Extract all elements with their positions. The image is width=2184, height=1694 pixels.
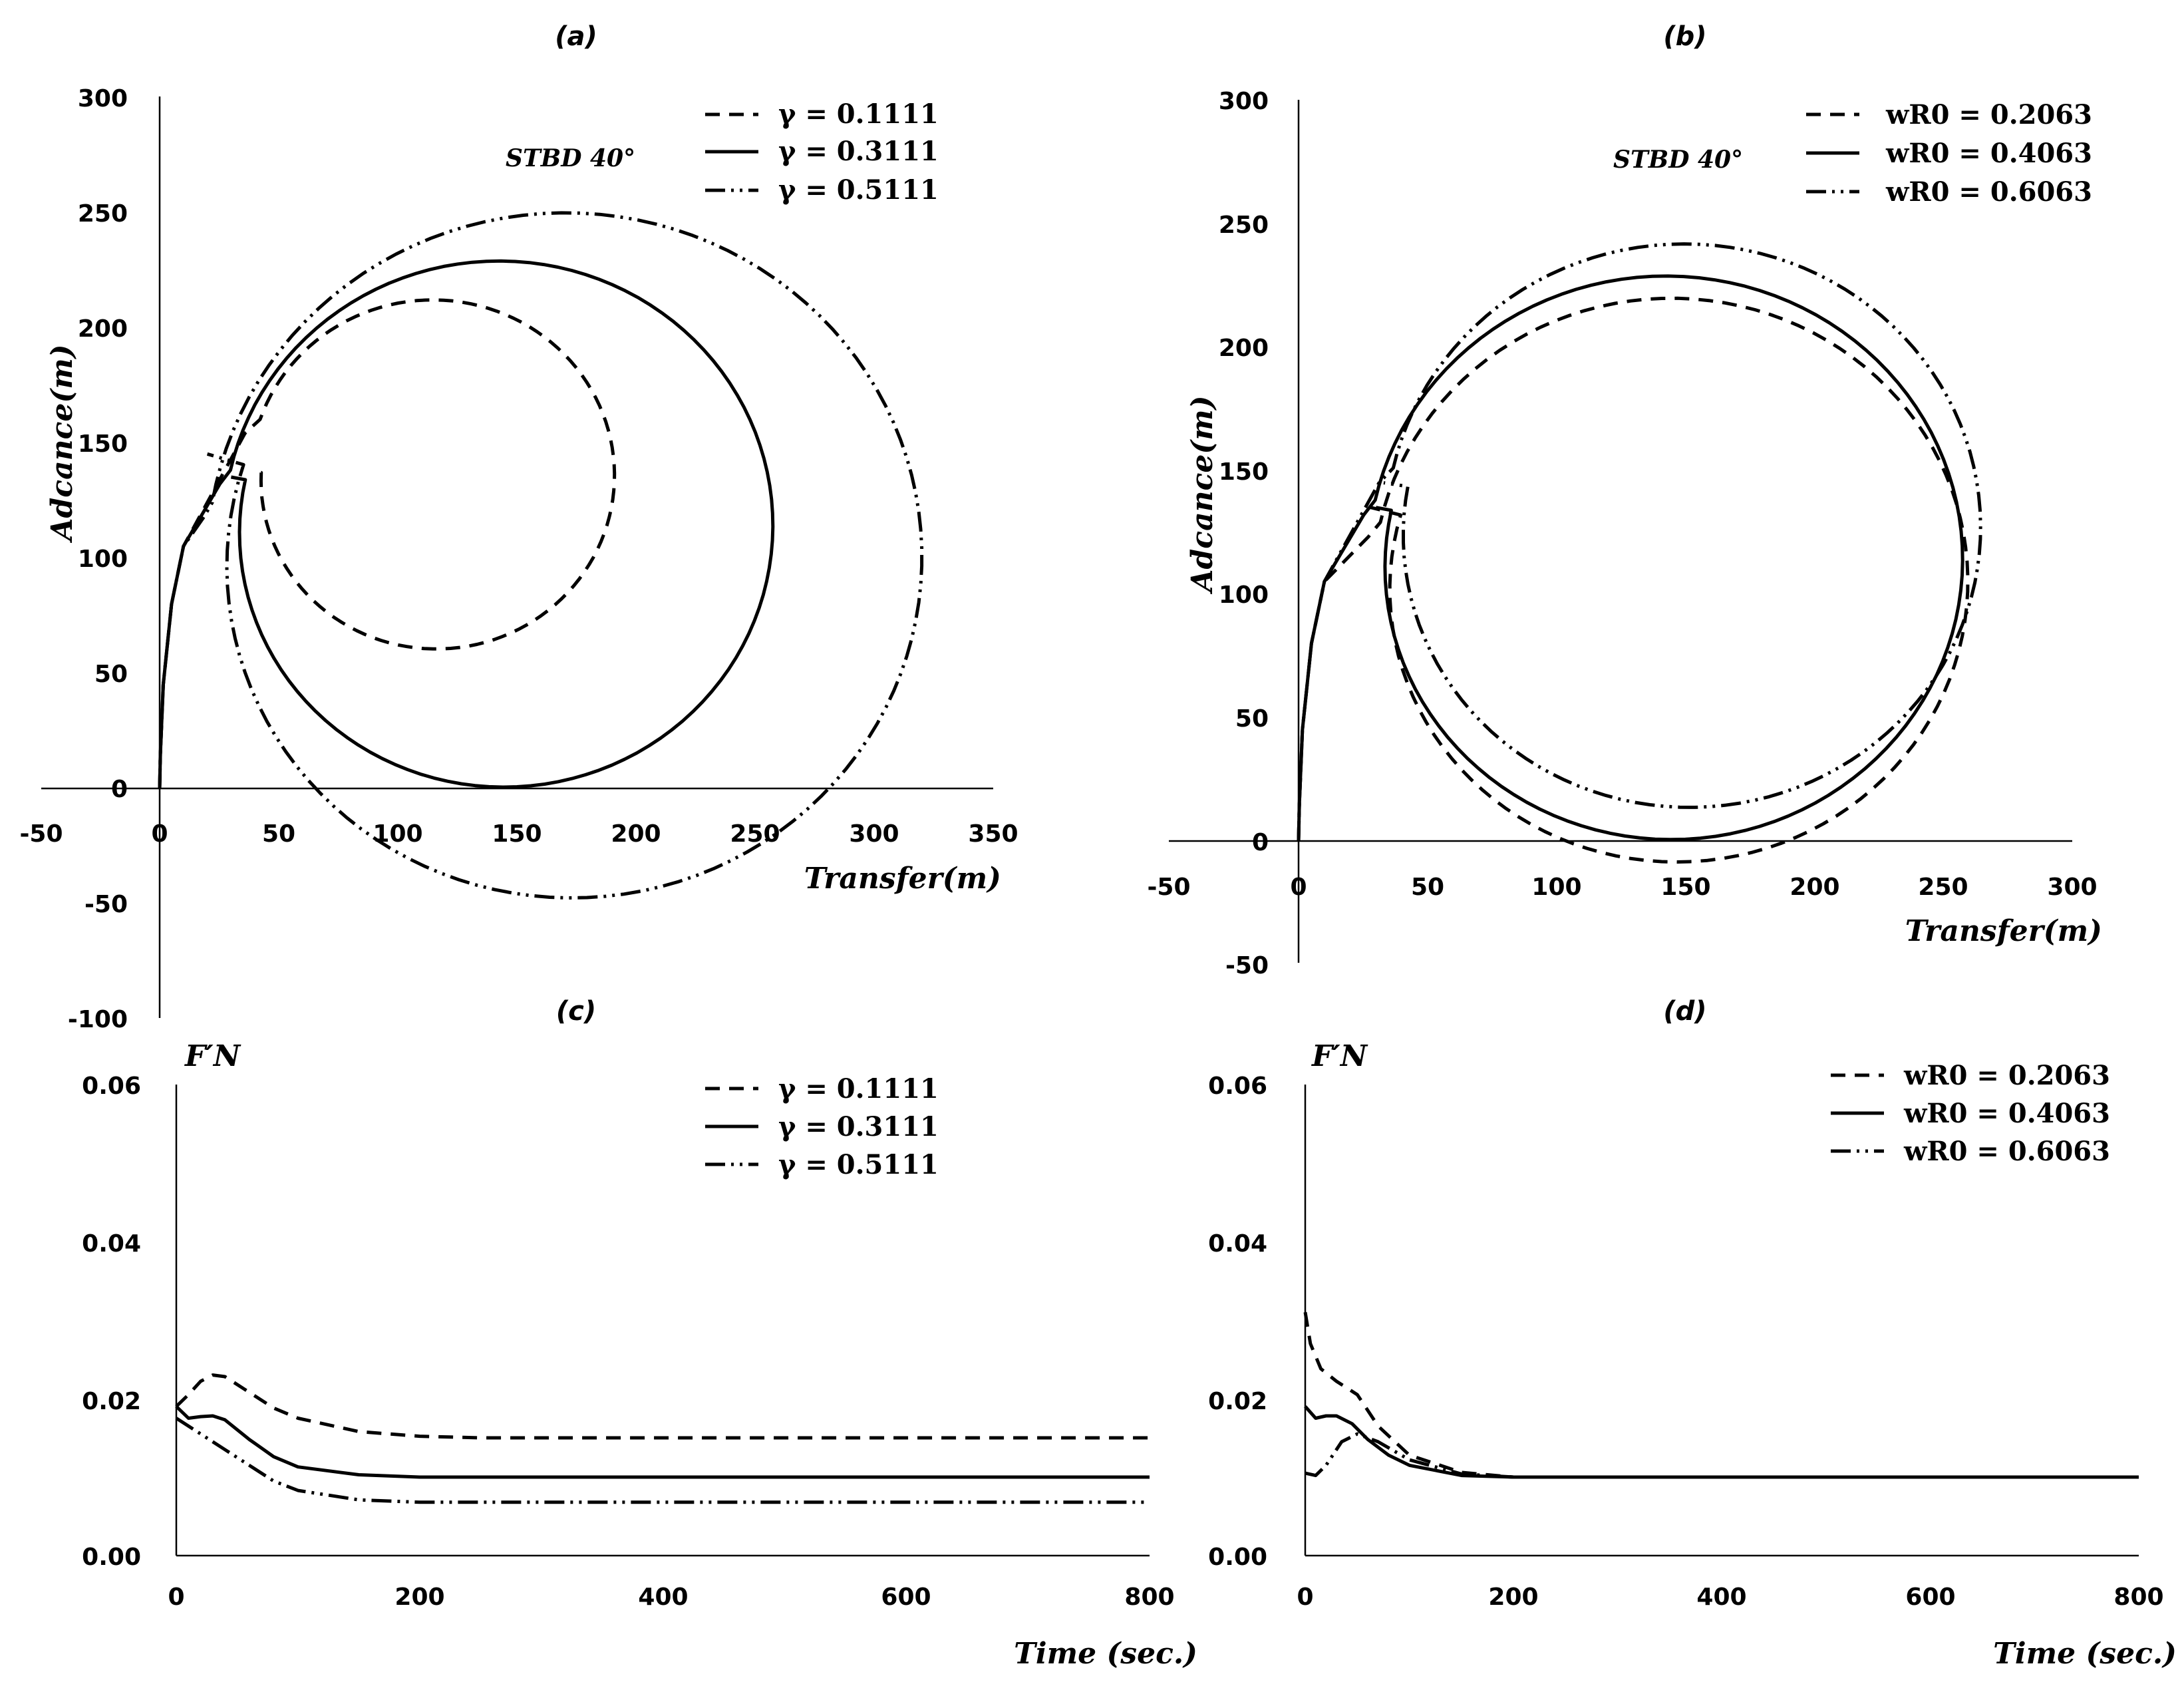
panel-a-title: (a): [555, 21, 597, 52]
panel-d: (d) F′N 0.06 0.04 0.02 0.00 0 200 400 60…: [1208, 996, 2177, 1671]
panel-d-y-label: F′N: [1311, 1039, 1368, 1073]
panel-c-xtick: 600: [881, 1584, 931, 1611]
panel-c-legend-label-1: γ = 0.3111: [778, 1111, 939, 1142]
panel-d-series-2: [1305, 1432, 2139, 1479]
panel-b-title: (b): [1663, 21, 1706, 52]
panel-a: (a) 300 250 200 150 100 50 0 -50 -100 -5…: [19, 21, 1018, 1033]
panel-d-legend-label-0: wR0 = 0.2063: [1903, 1060, 2110, 1091]
panel-a-annotation: STBD 40°: [506, 144, 635, 172]
panel-b-ytick: 300: [1219, 88, 1269, 115]
panel-b-legend-label-0: wR0 = 0.2063: [1885, 99, 2092, 130]
panel-d-plot-area: [1303, 1311, 2139, 1479]
panel-b-ytick: 50: [1235, 705, 1269, 733]
panel-d-legend-label-2: wR0 = 0.6063: [1903, 1136, 2110, 1167]
panel-d-legend-label-1: wR0 = 0.4063: [1903, 1098, 2110, 1129]
panel-b-x-label: Transfer(m): [1905, 914, 2102, 948]
panel-c-series-2: [175, 1417, 1150, 1504]
panel-b-xtick: 250: [1918, 874, 1968, 901]
panel-a-ytick: 150: [78, 430, 128, 458]
panel-b-xtick: 50: [1411, 874, 1444, 901]
panel-c-ytick: 0.00: [82, 1544, 141, 1571]
panel-a-ytick: 0: [111, 776, 128, 803]
panel-d-series-1: [1304, 1405, 2139, 1479]
panel-b-annotation: STBD 40°: [1613, 146, 1743, 174]
panel-a-xtick: 150: [492, 820, 542, 848]
panel-d-xtick: 400: [1696, 1584, 1746, 1611]
panel-b-xtick: 100: [1531, 874, 1581, 901]
panel-c-y-label: F′N: [184, 1039, 241, 1073]
panel-b-y-label: Adcance(m): [1185, 395, 1219, 594]
panel-b-xtick: -50: [1147, 874, 1190, 901]
panel-c-xtick: 200: [394, 1584, 444, 1611]
panel-d-xtick: 800: [2113, 1584, 2163, 1611]
panel-a-ytick: 100: [78, 546, 128, 573]
panel-a-ytick: 250: [78, 200, 128, 228]
panel-b-plot-area: [1297, 242, 1982, 864]
panel-b-legend-label-1: wR0 = 0.4063: [1885, 138, 2092, 169]
panel-a-ytick: -50: [84, 891, 128, 918]
panel-b-series-0: [1297, 296, 1970, 864]
panel-d-xtick: 200: [1488, 1584, 1538, 1611]
panel-b-series-1: [1297, 274, 1964, 842]
panel-c-ytick: 0.06: [82, 1073, 141, 1100]
panel-b-ytick: 100: [1219, 582, 1269, 609]
panel-a-ytick: 200: [78, 315, 128, 343]
panel-a-y-label: Adcance(m): [45, 344, 79, 543]
panel-d-xtick: 600: [1905, 1584, 1955, 1611]
panel-d-ytick: 0.06: [1208, 1073, 1267, 1100]
panel-a-ytick: 50: [94, 661, 128, 688]
panel-b-xtick: 0: [1290, 874, 1307, 901]
panel-a-xtick: 50: [262, 820, 295, 848]
panel-c-xtick: 0: [168, 1584, 184, 1611]
panel-d-ytick: 0.04: [1208, 1230, 1267, 1258]
panel-b-ytick: 150: [1219, 458, 1269, 486]
panel-c-legend-label-2: γ = 0.5111: [778, 1149, 939, 1180]
panel-d-ytick: 0.00: [1208, 1544, 1267, 1571]
panel-a-ytick: -100: [68, 1006, 128, 1033]
panel-d-xtick: 0: [1297, 1584, 1313, 1611]
panel-b-legend-label-2: wR0 = 0.6063: [1885, 176, 2092, 208]
panel-a-xtick: 300: [849, 820, 899, 848]
panel-b-ytick: 200: [1219, 335, 1269, 362]
panel-a-plot-area: [158, 211, 924, 900]
panel-b-ytick: 0: [1252, 829, 1269, 856]
panel-b-ytick: -50: [1225, 952, 1269, 979]
panel-c-x-label: Time (sec.): [1014, 1637, 1197, 1671]
panel-a-legend-label-0: γ = 0.1111: [778, 98, 939, 130]
panel-a-xtick: 200: [611, 820, 661, 848]
panel-a-xtick: 0: [151, 820, 168, 848]
panel-b-xtick: 200: [1790, 874, 1839, 901]
panel-d-series-0: [1303, 1311, 2139, 1479]
panel-c-ytick: 0.04: [82, 1230, 141, 1258]
panel-c-xtick: 400: [638, 1584, 688, 1611]
panel-c-title: (c): [556, 996, 596, 1027]
panel-c-ytick: 0.02: [82, 1388, 141, 1415]
panel-a-xtick: -50: [19, 820, 63, 848]
panel-a-x-label: Transfer(m): [804, 862, 1001, 896]
panel-c-series-0: [175, 1373, 1150, 1440]
panel-c-series-1: [175, 1405, 1150, 1479]
panel-c: (c) F′N 0.06 0.04 0.02 0.00 0 200 400 60…: [82, 996, 1197, 1671]
panel-b-series-2: [1297, 242, 1982, 842]
panel-a-legend-label-2: γ = 0.5111: [778, 174, 939, 206]
panel-c-legend-label-0: γ = 0.1111: [778, 1073, 939, 1104]
panel-d-title: (d): [1663, 996, 1706, 1027]
panel-d-x-label: Time (sec.): [1993, 1637, 2177, 1671]
panel-d-ytick: 0.02: [1208, 1388, 1267, 1415]
panel-b-ytick: 250: [1219, 212, 1269, 239]
panel-b-xtick: 300: [2047, 874, 2097, 901]
panel-c-plot-area: [175, 1373, 1150, 1504]
panel-a-series-1: [158, 259, 775, 789]
panel-b-xtick: 150: [1660, 874, 1710, 901]
panel-c-xtick: 800: [1124, 1584, 1174, 1611]
panel-a-series-2: [158, 211, 924, 900]
panel-a-ytick: 300: [78, 85, 128, 112]
panel-a-xtick: 350: [968, 820, 1018, 848]
panel-b: (b) 300 250 200 150 100 50 0 -50 -50 0 5…: [1147, 21, 2102, 979]
panel-a-xtick: 250: [730, 820, 780, 848]
panel-a-series-0: [158, 298, 617, 789]
panel-a-legend-label-1: γ = 0.3111: [778, 136, 939, 167]
